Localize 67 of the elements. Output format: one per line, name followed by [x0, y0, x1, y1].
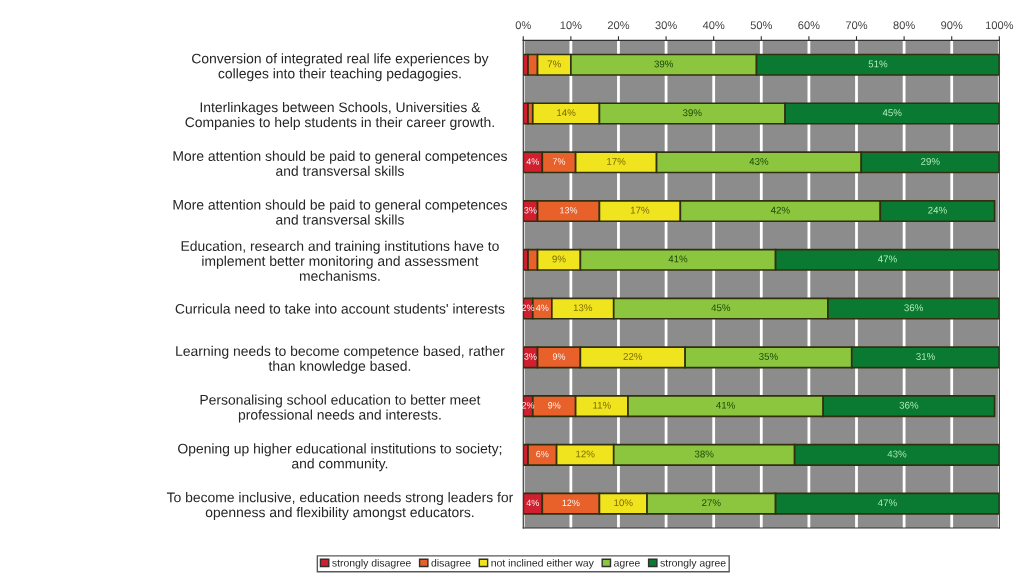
y-tick-label: Personalising school education to better meet professional needs and interests. [200, 394, 481, 423]
y-tick-label: Education, research and training institutions have to implement better monitoring and assessment mechanisms. [181, 240, 499, 281]
data-label: 17% [607, 158, 626, 165]
data-label: 17% [630, 206, 650, 214]
data-label: 43% [887, 450, 907, 458]
data-label: 4% [535, 304, 549, 311]
data-label: 47% [877, 255, 897, 263]
data-label: 11% [593, 401, 611, 409]
data-label: 12% [576, 450, 595, 458]
data-label: 13% [560, 207, 578, 214]
data-label: 31% [916, 353, 935, 360]
data-label: 41% [716, 401, 735, 409]
y-tick-label: Conversion of integrated real life experiences by colleges into their teaching pedagogies. [192, 53, 489, 82]
data-label: 47% [877, 499, 897, 507]
data-label: 4% [526, 158, 539, 165]
data-label: 39% [682, 109, 702, 117]
y-tick-label: To become inclusive, education needs strong leaders for openness and flexibility amongst educators. [166, 492, 514, 520]
y-tick-label: Opening up higher educational institutions to society; and community. [178, 443, 502, 472]
data-label: 45% [711, 304, 731, 312]
data-label: 14% [557, 109, 576, 117]
legend-label: strongly agree [660, 558, 726, 569]
data-label: 36% [899, 401, 919, 409]
y-tick-label: More attention should be paid to general competences and transversal skills [173, 150, 507, 176]
data-label: 7% [547, 60, 561, 68]
x-tick-label: 70% [845, 21, 868, 30]
x-tick-label: 40% [702, 21, 725, 30]
data-label: 13% [573, 304, 593, 312]
y-tick-label: More attention should be paid to general competences and transversal skills [173, 199, 507, 225]
x-tick-label: 0% [515, 21, 531, 30]
x-tick-label: 100% [985, 21, 1014, 30]
data-label: 12% [562, 499, 580, 506]
x-tick-label: 10% [560, 21, 582, 30]
data-label: 9% [548, 402, 561, 409]
data-label: 42% [770, 206, 790, 214]
data-label: 45% [882, 109, 902, 117]
data-label: 22% [623, 353, 643, 360]
y-tick-label: Curricula need to take into account students' interests [175, 303, 505, 314]
data-label: 38% [694, 450, 714, 458]
legend-label: not inclined either way [491, 558, 594, 569]
data-label: 3% [524, 353, 537, 360]
legend-label: strongly disagree [332, 558, 411, 569]
data-label: 7% [552, 158, 566, 165]
data-label: 36% [904, 304, 924, 312]
y-tick-label: Interlinkages between Schools, Universities & Companies to help students in their career growth. [185, 102, 494, 130]
x-tick-label: 20% [607, 21, 630, 30]
data-label: 39% [654, 60, 674, 68]
data-label: 9% [552, 353, 566, 360]
x-tick-label: 50% [750, 21, 773, 30]
data-label: 4% [526, 499, 539, 506]
data-label: 3% [524, 207, 537, 214]
data-label: 43% [749, 158, 769, 165]
data-label: 41% [668, 255, 688, 263]
data-label: 27% [702, 499, 721, 507]
data-label: 51% [868, 60, 888, 68]
x-tick-label: 60% [798, 21, 820, 30]
data-label: 35% [759, 353, 778, 360]
x-tick-label: 90% [941, 21, 963, 30]
data-label: 6% [536, 450, 549, 458]
data-label: 24% [928, 206, 947, 214]
data-label: 10% [614, 499, 633, 507]
y-tick-label: Learning needs to become competence based, rather than knowledge based. [176, 345, 505, 374]
legend-label: agree [614, 560, 640, 569]
x-tick-label: 80% [893, 21, 915, 30]
legend-label: disagree [431, 558, 471, 569]
data-label: 29% [921, 158, 940, 165]
data-label: 9% [552, 255, 566, 263]
x-tick-label: 30% [655, 21, 677, 30]
